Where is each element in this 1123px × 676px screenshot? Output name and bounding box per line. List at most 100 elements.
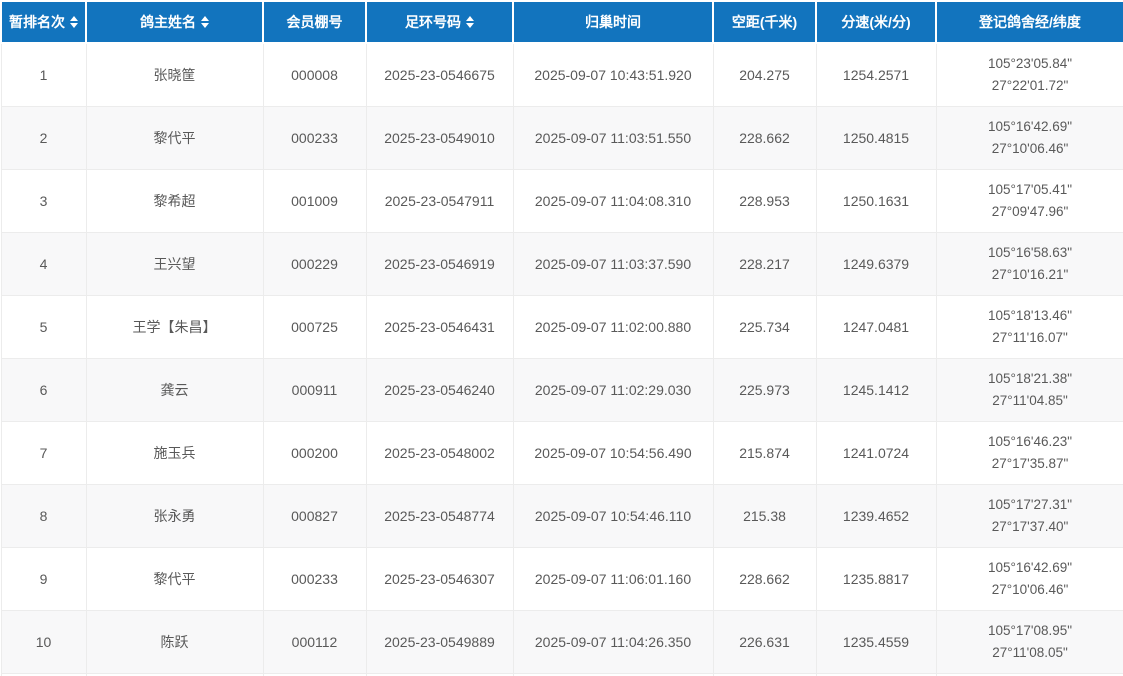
cell-loft-number: 000725 [262, 294, 367, 359]
sort-icon [466, 16, 474, 29]
cell-ring-number: 2025-23-0546240 [365, 357, 514, 422]
header-row: 暂排名次 鸽主姓名 会员棚号 足环号码 归巢时间 空距(千米) [0, 0, 1123, 44]
column-header-speed: 分速(米/分) [815, 0, 937, 44]
cell-loft-number: 000233 [262, 105, 367, 170]
cell-loft-number: 000200 [262, 420, 367, 485]
cell-distance: 228.662 [712, 546, 817, 611]
cell-distance: 228.662 [712, 105, 817, 170]
cell-speed: 1235.8817 [815, 546, 937, 611]
cell-owner-name: 施玉兵 [85, 420, 264, 485]
cell-speed: 1239.4652 [815, 483, 937, 548]
sort-icon [70, 16, 78, 29]
column-header-ring-number[interactable]: 足环号码 [365, 0, 514, 44]
coordinate-latitude: 27°11'08.05" [992, 644, 1068, 660]
cell-ring-number: 2025-23-0546675 [365, 42, 514, 107]
cell-loft-number: 000229 [262, 231, 367, 296]
cell-loft-number: 000008 [262, 42, 367, 107]
coordinate-longitude: 105°18'13.46" [987, 307, 1073, 323]
coordinate-longitude: 105°16'58.63" [987, 244, 1073, 260]
cell-speed: 1247.0481 [815, 294, 937, 359]
coordinate-longitude: 105°16'42.69" [987, 559, 1073, 575]
table-row: 5 王学【朱昌】 000725 2025-23-0546431 2025-09-… [0, 294, 1123, 359]
cell-owner-name: 王兴望 [85, 231, 264, 296]
coordinate-longitude: 105°17'08.95" [987, 622, 1073, 638]
cell-speed: 1235.4559 [815, 609, 937, 674]
cell-owner-name: 黎希超 [85, 168, 264, 233]
sort-icon [201, 16, 209, 29]
cell-coordinates: 105°23'05.84" 27°22'01.72" [935, 42, 1123, 107]
column-header-homing-time: 归巢时间 [512, 0, 714, 44]
cell-distance: 215.38 [712, 483, 817, 548]
cell-ring-number: 2025-23-0549889 [365, 609, 514, 674]
cell-owner-name: 王学【朱昌】 [85, 294, 264, 359]
cell-speed: 1249.6379 [815, 231, 937, 296]
cell-speed: 1241.0724 [815, 420, 937, 485]
coordinate-longitude: 105°23'05.84" [987, 56, 1073, 72]
cell-owner-name: 张晓筐 [85, 42, 264, 107]
cell-coordinates: 105°16'58.63" 27°10'16.21" [935, 231, 1123, 296]
coordinate-latitude: 27°17'37.40" [991, 518, 1069, 534]
cell-distance: 215.874 [712, 420, 817, 485]
column-header-distance: 空距(千米) [712, 0, 817, 44]
table-row: 2 黎代平 000233 2025-23-0549010 2025-09-07 … [0, 105, 1123, 170]
cell-homing-time: 2025-09-07 11:03:37.590 [512, 231, 714, 296]
cell-rank: 9 [0, 546, 87, 611]
cell-coordinates: 105°18'13.46" 27°11'16.07" [935, 294, 1123, 359]
column-header-label: 归巢时间 [585, 14, 641, 30]
cell-owner-name: 黎代平 [85, 546, 264, 611]
coordinate-latitude: 27°10'06.46" [991, 581, 1069, 597]
column-header-rank[interactable]: 暂排名次 [0, 0, 87, 44]
cell-rank: 5 [0, 294, 87, 359]
cell-loft-number: 001009 [262, 168, 367, 233]
cell-coordinates: 105°16'42.69" 27°10'06.46" [935, 105, 1123, 170]
table-header: 暂排名次 鸽主姓名 会员棚号 足环号码 归巢时间 空距(千米) [0, 0, 1123, 44]
coordinate-latitude: 27°10'06.46" [991, 140, 1069, 156]
table-body: 1 张晓筐 000008 2025-23-0546675 2025-09-07 … [0, 42, 1123, 676]
table-row: 10 陈跃 000112 2025-23-0549889 2025-09-07 … [0, 609, 1123, 674]
column-header-label: 登记鸽舍经/纬度 [979, 14, 1081, 30]
table-row: 1 张晓筐 000008 2025-23-0546675 2025-09-07 … [0, 42, 1123, 107]
coordinate-latitude: 27°11'16.07" [992, 329, 1068, 345]
cell-rank: 7 [0, 420, 87, 485]
cell-homing-time: 2025-09-07 11:06:01.160 [512, 546, 714, 611]
coordinate-latitude: 27°22'01.72" [991, 77, 1069, 93]
coordinate-latitude: 27°09'47.96" [991, 203, 1069, 219]
cell-loft-number: 000911 [262, 357, 367, 422]
coordinate-latitude: 27°17'35.87" [991, 455, 1069, 471]
cell-speed: 1254.2571 [815, 42, 937, 107]
coordinate-longitude: 105°17'05.41" [987, 181, 1073, 197]
cell-owner-name: 陈跃 [85, 609, 264, 674]
cell-rank: 4 [0, 231, 87, 296]
cell-homing-time: 2025-09-07 10:54:56.490 [512, 420, 714, 485]
table-row: 6 龚云 000911 2025-23-0546240 2025-09-07 1… [0, 357, 1123, 422]
column-header-label: 暂排名次 [9, 14, 65, 30]
cell-homing-time: 2025-09-07 11:04:26.350 [512, 609, 714, 674]
cell-homing-time: 2025-09-07 11:02:00.880 [512, 294, 714, 359]
cell-rank: 6 [0, 357, 87, 422]
cell-ring-number: 2025-23-0546431 [365, 294, 514, 359]
cell-loft-number: 000233 [262, 546, 367, 611]
column-header-coordinates: 登记鸽舍经/纬度 [935, 0, 1123, 44]
cell-homing-time: 2025-09-07 11:03:51.550 [512, 105, 714, 170]
cell-owner-name: 黎代平 [85, 105, 264, 170]
cell-ring-number: 2025-23-0547911 [365, 168, 514, 233]
table-row: 3 黎希超 001009 2025-23-0547911 2025-09-07 … [0, 168, 1123, 233]
cell-homing-time: 2025-09-07 11:02:29.030 [512, 357, 714, 422]
cell-coordinates: 105°17'08.95" 27°11'08.05" [935, 609, 1123, 674]
cell-distance: 226.631 [712, 609, 817, 674]
cell-coordinates: 105°16'42.69" 27°10'06.46" [935, 546, 1123, 611]
cell-rank: 8 [0, 483, 87, 548]
cell-owner-name: 张永勇 [85, 483, 264, 548]
cell-homing-time: 2025-09-07 10:54:46.110 [512, 483, 714, 548]
column-header-owner-name[interactable]: 鸽主姓名 [85, 0, 264, 44]
column-header-label: 足环号码 [405, 14, 461, 30]
cell-rank: 3 [0, 168, 87, 233]
cell-ring-number: 2025-23-0549010 [365, 105, 514, 170]
cell-coordinates [935, 672, 1123, 676]
cell-speed: 1245.1412 [815, 357, 937, 422]
cell-distance: 225.734 [712, 294, 817, 359]
cell-rank: 1 [0, 42, 87, 107]
cell-ring-number: 2025-23-0548774 [365, 483, 514, 548]
